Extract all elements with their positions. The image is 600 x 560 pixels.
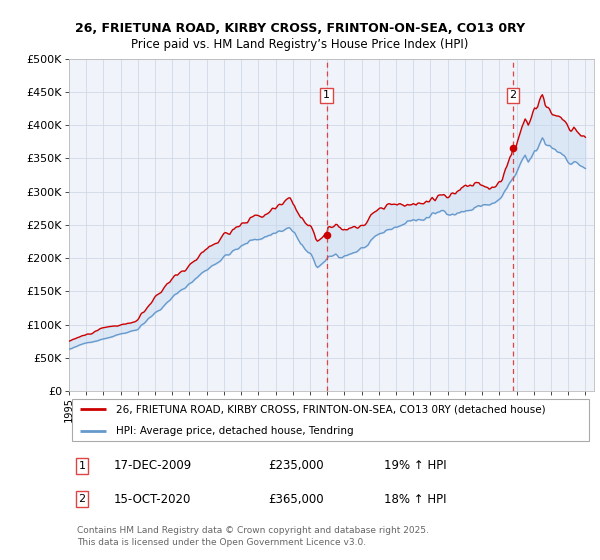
Text: HPI: Average price, detached house, Tendring: HPI: Average price, detached house, Tend…: [116, 426, 354, 436]
Point: [508, 144, 518, 153]
Text: £365,000: £365,000: [269, 493, 324, 506]
Text: £235,000: £235,000: [269, 459, 324, 473]
Text: 15-OCT-2020: 15-OCT-2020: [113, 493, 191, 506]
Text: Price paid vs. HM Land Registry’s House Price Index (HPI): Price paid vs. HM Land Registry’s House …: [131, 38, 469, 51]
FancyBboxPatch shape: [71, 399, 589, 441]
Text: 2: 2: [509, 90, 517, 100]
Text: 1: 1: [323, 90, 330, 100]
Point: [322, 230, 331, 239]
Text: 26, FRIETUNA ROAD, KIRBY CROSS, FRINTON-ON-SEA, CO13 0RY (detached house): 26, FRIETUNA ROAD, KIRBY CROSS, FRINTON-…: [116, 404, 546, 414]
Text: 2: 2: [79, 494, 86, 504]
Text: 19% ↑ HPI: 19% ↑ HPI: [384, 459, 446, 473]
Text: 18% ↑ HPI: 18% ↑ HPI: [384, 493, 446, 506]
Text: 1: 1: [79, 461, 86, 471]
Text: 26, FRIETUNA ROAD, KIRBY CROSS, FRINTON-ON-SEA, CO13 0RY: 26, FRIETUNA ROAD, KIRBY CROSS, FRINTON-…: [75, 21, 525, 35]
Text: 17-DEC-2009: 17-DEC-2009: [113, 459, 192, 473]
Text: Contains HM Land Registry data © Crown copyright and database right 2025.
This d: Contains HM Land Registry data © Crown c…: [77, 526, 429, 547]
